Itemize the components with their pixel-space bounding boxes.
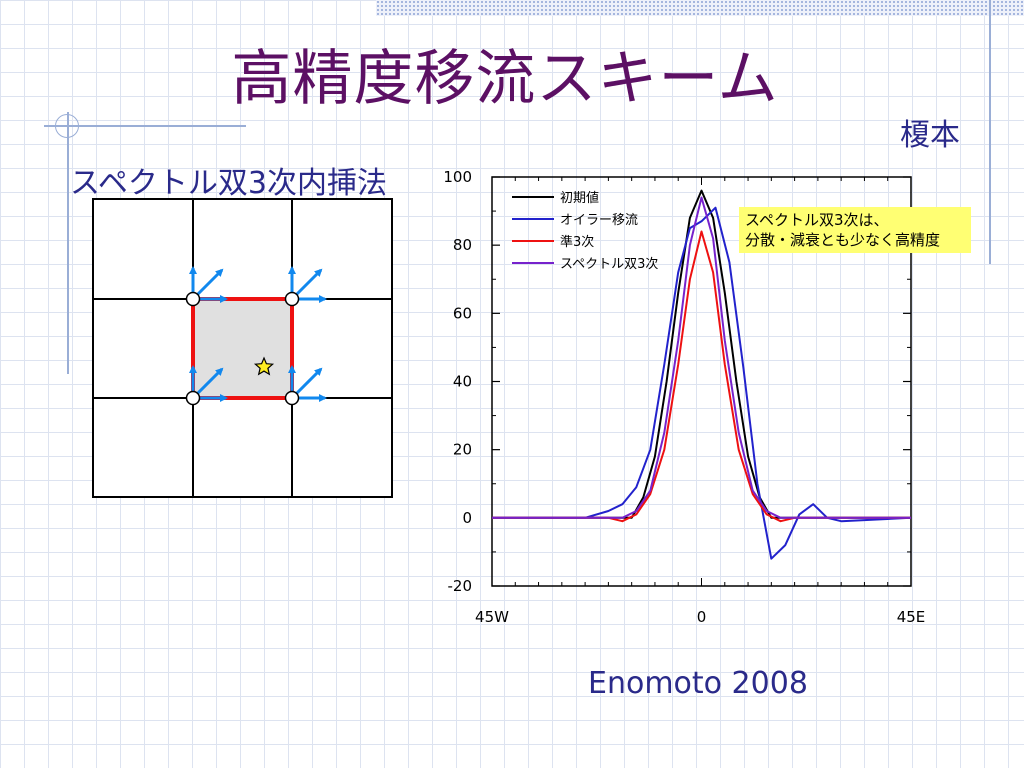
series-line-4	[492, 196, 911, 519]
x-tick-label: 45E	[897, 608, 926, 626]
chart-series	[492, 189, 912, 560]
slide-title: 高精度移流スキーム	[231, 44, 779, 114]
x-tick-label: 45W	[475, 608, 509, 626]
interpolation-heading: スペクトル双3次内挿法	[70, 166, 387, 201]
legend-label-4: スペクトル双3次	[560, 256, 658, 272]
y-tick-label: 80	[453, 236, 472, 254]
corner-pattern	[376, 0, 1024, 16]
right-vertical-rule	[989, 0, 991, 264]
rule-ring-ornament	[55, 114, 79, 138]
left-horizontal-rule	[44, 125, 246, 127]
grid-node-br	[284, 390, 300, 406]
citation: Enomoto 2008	[588, 666, 808, 701]
author-name: 榎本	[900, 118, 960, 153]
legend-label-1: 初期値	[560, 190, 599, 206]
conclusion-callout: スペクトル双3次は、 分散・減衰とも少なく高精度	[739, 207, 971, 253]
series-line-2	[492, 206, 912, 560]
legend-label-3: 準3次	[560, 234, 594, 250]
target-point-star-icon	[253, 356, 275, 376]
left-vertical-rule	[67, 112, 69, 374]
y-tick-label: -20	[448, 577, 473, 595]
legend-label-2: オイラー移流	[560, 213, 638, 228]
callout-line-2: 分散・減衰とも少なく高精度	[745, 231, 941, 249]
chart-ticks: -20 0 20 40 60 80 100 45W 0 45E	[443, 168, 925, 626]
y-tick-label: 20	[453, 441, 472, 459]
series-line-3	[492, 230, 911, 523]
y-tick-label: 0	[462, 509, 472, 527]
grid-node-tl	[185, 291, 201, 307]
callout-line-1: スペクトル双3次は、	[745, 211, 889, 229]
y-tick-label: 40	[453, 373, 472, 391]
grid-node-tr	[284, 291, 300, 307]
y-tick-label: 100	[443, 168, 472, 186]
x-tick-label: 0	[697, 608, 707, 626]
y-tick-label: 60	[453, 304, 472, 322]
series-line-1	[492, 189, 911, 519]
grid-node-bl	[185, 390, 201, 406]
